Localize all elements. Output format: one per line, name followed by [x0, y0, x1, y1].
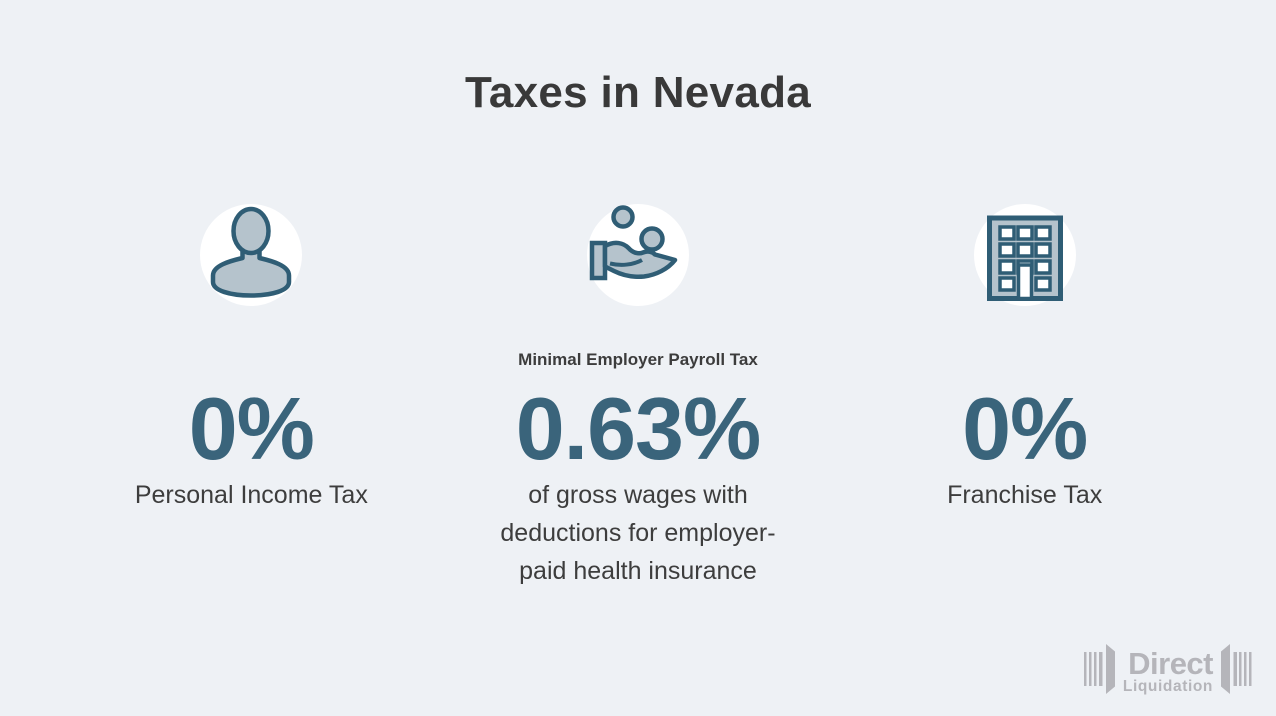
stat-value: 0%	[962, 379, 1088, 478]
stat-caption: of gross wages with deductions for emplo…	[500, 481, 776, 585]
barcode-right-icon	[1220, 643, 1252, 700]
stats-columns: 0% Personal Income Tax Minimal Employer …	[58, 204, 1218, 590]
stat-column-franchise-tax: 0% Franchise Tax	[831, 204, 1218, 590]
stat-value: 0%	[188, 379, 315, 478]
icon-circle	[586, 204, 689, 306]
hand-coins-icon	[589, 204, 686, 306]
page-title: Taxes in Nevada	[464, 68, 812, 117]
icon-circle	[973, 204, 1076, 306]
stat-sublabel: Minimal Employer Payroll Tax	[518, 350, 758, 369]
barcode-left-icon	[1083, 643, 1116, 700]
logo-text: Direct Liquidation	[1122, 646, 1214, 695]
building-icon	[977, 205, 1073, 306]
logo-line1: Direct	[1128, 646, 1213, 681]
stat-column-personal-income-tax: 0% Personal Income Tax	[58, 204, 445, 590]
stat-column-payroll-tax: Minimal Employer Payroll Tax 0.63% of gr…	[445, 204, 832, 590]
icon-circle	[200, 204, 303, 306]
logo-line2: Liquidation	[1122, 678, 1213, 695]
direct-liquidation-logo: Direct Liquidation	[1083, 643, 1252, 700]
stat-value: 0.63%	[515, 379, 762, 478]
person-icon	[203, 205, 299, 306]
stat-caption: Franchise Tax	[947, 481, 1103, 509]
stat-caption: Personal Income Tax	[134, 481, 368, 509]
